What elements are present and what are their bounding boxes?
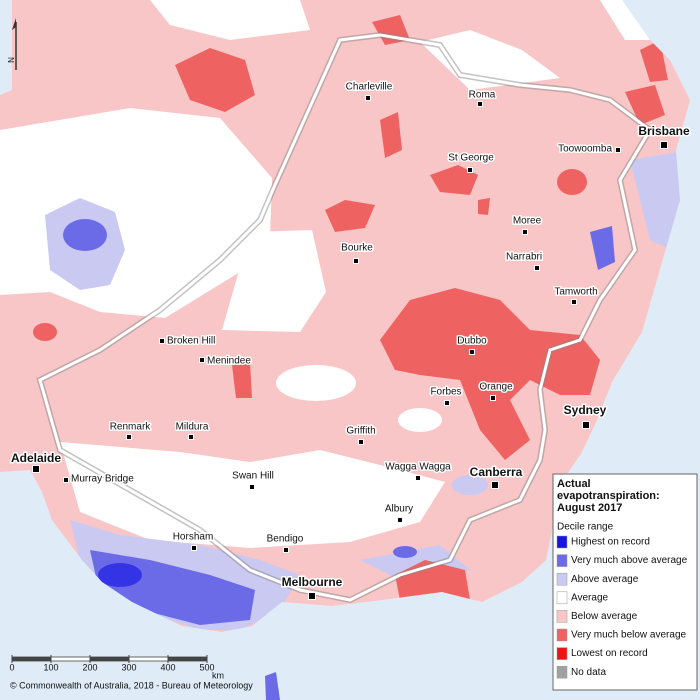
scale-label: 100 bbox=[43, 662, 58, 672]
city-label: Bourke bbox=[341, 243, 373, 254]
city-label: Murray Bridge bbox=[71, 474, 134, 485]
boundary bbox=[38, 33, 652, 602]
sea bbox=[0, 0, 12, 95]
city-label: Narrabri bbox=[506, 252, 542, 263]
legend-label: Lowest on record bbox=[571, 648, 648, 659]
legend-title: Actual bbox=[557, 478, 591, 490]
city-label: Renmark bbox=[110, 422, 152, 433]
legend-label: No data bbox=[571, 667, 606, 678]
credit: © Commonwealth of Australia, 2018 - Bure… bbox=[10, 680, 253, 690]
scale-label: 300 bbox=[121, 662, 136, 672]
city-label: Roma bbox=[469, 90, 496, 101]
city-label: Tamworth bbox=[554, 287, 597, 298]
legend-swatch bbox=[556, 665, 568, 679]
city-label: Bendigo bbox=[267, 534, 304, 545]
city-marker bbox=[444, 400, 450, 406]
city-label: Broken Hill bbox=[167, 336, 215, 347]
legend-label: Highest on record bbox=[571, 537, 650, 548]
city-label: Swan Hill bbox=[232, 471, 274, 482]
city-marker bbox=[63, 477, 69, 483]
city-marker bbox=[249, 484, 255, 490]
city-marker bbox=[469, 349, 475, 355]
city-marker bbox=[191, 545, 197, 551]
city-marker bbox=[358, 439, 364, 445]
scale-label: 500 bbox=[199, 662, 214, 672]
city-marker bbox=[188, 434, 194, 440]
city-label: Dubbo bbox=[457, 336, 487, 347]
city-label: Orange bbox=[479, 382, 513, 393]
legend-label: Very much below average bbox=[571, 630, 687, 641]
north-arrow-head bbox=[12, 18, 16, 30]
legend-label: Very much above average bbox=[571, 555, 688, 566]
legend bbox=[552, 473, 698, 691]
legend-subtitle: Decile range bbox=[557, 522, 614, 533]
city-marker bbox=[660, 141, 668, 149]
city-marker bbox=[582, 421, 590, 429]
city-marker bbox=[571, 299, 577, 305]
city-marker bbox=[32, 465, 40, 473]
legend-swatch bbox=[556, 535, 568, 549]
scale-label: 400 bbox=[160, 662, 175, 672]
city-marker bbox=[365, 95, 371, 101]
city-marker bbox=[490, 395, 496, 401]
city-label: Melbourne bbox=[282, 575, 343, 589]
city-label: Toowoomba bbox=[558, 144, 612, 155]
city-marker bbox=[522, 229, 528, 235]
city-label: Brisbane bbox=[638, 124, 690, 138]
city-marker bbox=[491, 481, 499, 489]
scale-unit: km bbox=[212, 670, 224, 680]
cities: Charleville Roma Brisbane Toowoomba St Georg… bbox=[9, 80, 691, 600]
city-label: Horsham bbox=[173, 532, 214, 543]
scale-label: 0 bbox=[9, 662, 14, 672]
legend-label: Below average bbox=[571, 611, 638, 622]
scale-segment bbox=[168, 657, 207, 661]
scale-label: 200 bbox=[82, 662, 97, 672]
city-marker bbox=[353, 258, 359, 264]
legend-title: evapotranspiration: bbox=[557, 490, 660, 502]
city-marker bbox=[615, 147, 621, 153]
legend-label: Above average bbox=[571, 574, 639, 585]
island bbox=[265, 672, 280, 700]
city-label: Sydney bbox=[564, 403, 607, 417]
city-label: Mildura bbox=[176, 422, 209, 433]
city-marker bbox=[283, 547, 289, 553]
city-marker bbox=[199, 357, 205, 363]
city-label: St George bbox=[448, 153, 494, 164]
city-label: Menindee bbox=[207, 356, 251, 367]
city-marker bbox=[415, 475, 421, 481]
city-marker bbox=[308, 592, 316, 600]
below-average-areas bbox=[33, 15, 668, 612]
city-label: Griffith bbox=[346, 426, 375, 437]
city-label: Wagga Wagga bbox=[385, 462, 451, 473]
legend-swatch bbox=[556, 591, 568, 605]
city-marker bbox=[159, 338, 165, 344]
legend-swatch bbox=[556, 628, 568, 642]
city-marker bbox=[467, 167, 473, 173]
legend-label: Average bbox=[571, 592, 609, 603]
city-marker bbox=[126, 434, 132, 440]
city-label: Albury bbox=[385, 504, 413, 515]
city-marker bbox=[534, 265, 540, 271]
city-label: Charleville bbox=[346, 82, 393, 93]
legend-title: August 2017 bbox=[557, 502, 622, 514]
scale-segment bbox=[90, 657, 129, 661]
city-label: Forbes bbox=[430, 387, 461, 398]
city-label: Canberra bbox=[470, 465, 523, 479]
scale-segment bbox=[12, 657, 51, 661]
legend-swatch bbox=[556, 554, 568, 567]
city-label: Adelaide bbox=[11, 451, 61, 465]
city-label: Moree bbox=[513, 216, 542, 227]
legend-swatch bbox=[556, 610, 568, 623]
city-marker bbox=[397, 517, 403, 523]
north-label: N bbox=[7, 57, 16, 63]
city-marker bbox=[477, 101, 483, 107]
legend-swatch bbox=[556, 572, 568, 586]
legend-swatch bbox=[556, 647, 568, 660]
